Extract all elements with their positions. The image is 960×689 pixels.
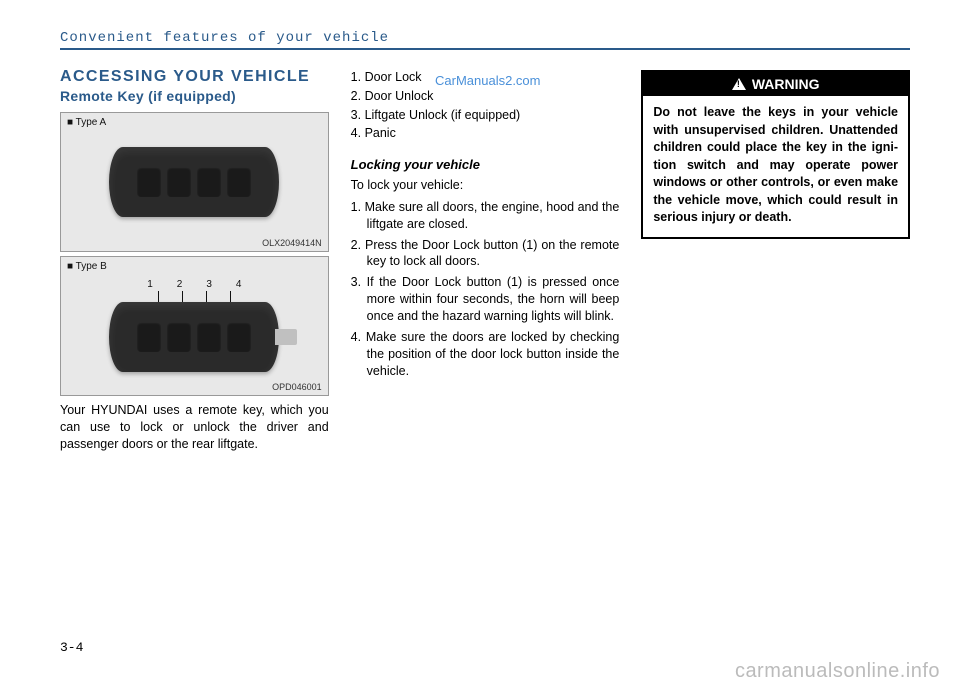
chapter-header: Convenient features of your vehicle [60,30,910,50]
figure-b-code: OPD046001 [272,382,322,392]
section-title: ACCESSING YOUR VEHICLE [60,68,329,86]
figure-type-a: ■ Type A OLX2049414N [60,112,329,252]
figure-a-label: ■ Type A [67,117,106,128]
warning-triangle-icon [732,78,746,90]
callout-4: 4 [236,279,242,290]
locking-intro: To lock your vehicle: [351,176,620,195]
watermark-top: CarManuals2.com [435,73,541,88]
callout-1: 1 [147,279,153,290]
locking-step-4: 4. Make sure the doors are locked by che… [351,329,620,380]
key-function-4: 4. Panic [351,124,620,143]
locking-step-2: 2. Press the Door Lock button (1) on the… [351,237,620,271]
warning-body-text: Do not leave the keys in your vehicle wi… [643,96,908,237]
remote-key-illustration-b [109,302,279,372]
column-middle: 1. Door Lock 2. Door Unlock 3. Liftgate … [351,68,620,453]
callout-3: 3 [206,279,212,290]
key-function-3: 3. Liftgate Unlock (if equipped) [351,106,620,125]
locking-step-1: 1. Make sure all doors, the engine, hood… [351,199,620,233]
subsection-title: Remote Key (if equipped) [60,88,329,104]
intro-paragraph: Your HYUNDAI uses a remote key, which yo… [60,402,329,453]
figure-type-b: ■ Type B 1 2 3 4 OPD046001 [60,256,329,396]
key-function-2: 2. Door Unlock [351,87,620,106]
column-right: WARNING Do not leave the keys in your ve… [641,68,910,453]
site-watermark: carmanualsonline.info [735,660,940,683]
warning-title-bar: WARNING [643,72,908,96]
callout-2: 2 [177,279,183,290]
figure-b-callouts: 1 2 3 4 [147,279,241,290]
column-left: ACCESSING YOUR VEHICLE Remote Key (if eq… [60,68,329,453]
locking-subhead: Locking your vehicle [351,157,620,172]
warning-box: WARNING Do not leave the keys in your ve… [641,70,910,239]
figure-b-label: ■ Type B [67,261,107,272]
locking-step-3: 3. If the Door Lock button (1) is presse… [351,274,620,325]
remote-key-illustration-a [109,147,279,217]
warning-title-text: WARNING [752,76,820,92]
figure-a-code: OLX2049414N [262,238,322,248]
page-number: 3-4 [60,640,83,655]
